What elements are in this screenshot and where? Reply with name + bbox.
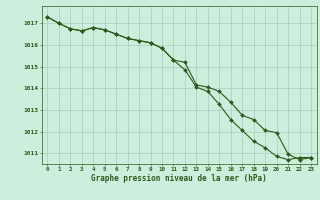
X-axis label: Graphe pression niveau de la mer (hPa): Graphe pression niveau de la mer (hPa) bbox=[91, 174, 267, 183]
